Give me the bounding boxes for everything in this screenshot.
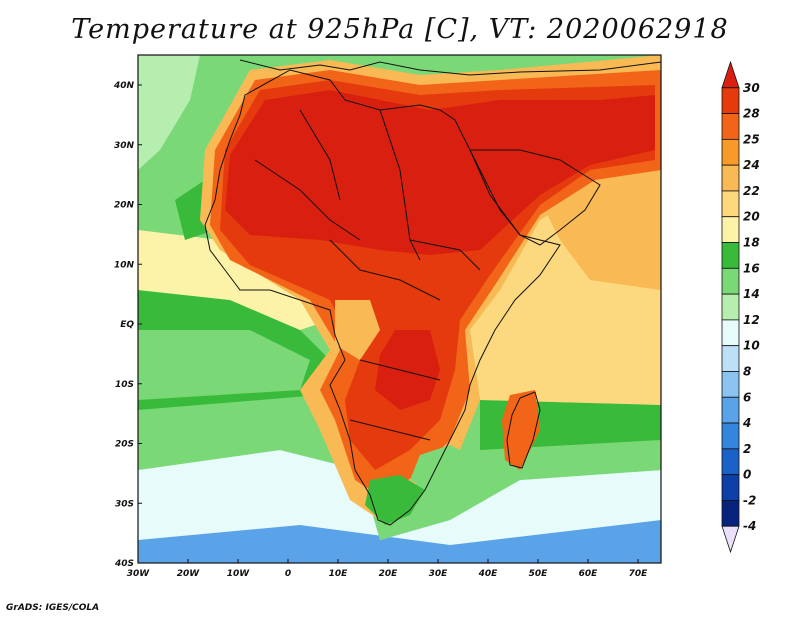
- colorbar-swatch: [721, 319, 740, 347]
- colorbar-swatch: [721, 113, 740, 140]
- africa-coastline: [204, 69, 561, 526]
- colorbar-swatch: [721, 87, 740, 114]
- lon-label: 40E: [478, 569, 499, 579]
- temperature-field: [138, 55, 661, 563]
- lat-label: 30S: [115, 499, 134, 509]
- land-cool-congo: [335, 300, 380, 360]
- colorbar-label: 2: [743, 442, 751, 456]
- colorbar-swatch: [721, 164, 740, 192]
- border-4: [409, 239, 481, 271]
- latitude-axis: 40N 30N 20N 10N EQ 10S 20S 30S 40S: [113, 81, 142, 569]
- lat-label: 10N: [114, 260, 135, 270]
- colorbar-label: 30: [743, 81, 760, 95]
- land-south-africa-green: [410, 445, 470, 490]
- madagascar-coastline: [506, 391, 541, 469]
- lon-label: 20W: [177, 569, 201, 579]
- lat-label: 40S: [114, 559, 134, 569]
- sea-band-south-blue: [138, 520, 661, 563]
- colorbar-label: 0: [743, 468, 751, 482]
- border-2: [299, 109, 341, 201]
- coastlines: [204, 59, 661, 526]
- colorbar-bottom-triangle: [721, 525, 740, 554]
- lon-label: 30E: [429, 569, 449, 579]
- colorbar-swatch: [721, 345, 740, 372]
- colorbar-swatch: [721, 422, 740, 450]
- colorbar-swatch: [721, 190, 740, 218]
- madagascar-field: [502, 390, 540, 470]
- colorbar-label: 18: [743, 236, 760, 250]
- sea-atlantic-light: [138, 330, 310, 400]
- colorbar-swatch: [721, 371, 740, 398]
- border-7: [349, 419, 431, 441]
- border-6: [359, 359, 441, 381]
- colorbar-label: -2: [743, 493, 756, 507]
- colorbar-label: 4: [742, 416, 751, 430]
- colorbar-label: 8: [743, 364, 751, 378]
- border-1: [254, 159, 361, 241]
- border-3: [379, 109, 421, 261]
- colorbar-label: 25: [743, 132, 760, 146]
- colorbar-swatch: [721, 138, 740, 166]
- lat-label: 40N: [113, 81, 135, 91]
- colorbar-label: -4: [743, 519, 756, 533]
- border-5: [329, 239, 441, 301]
- lon-label: 10W: [227, 569, 251, 579]
- lat-label: EQ: [120, 320, 134, 330]
- lon-label: 60E: [579, 569, 599, 579]
- colorbar-label: 28: [743, 107, 760, 121]
- grads-credit: GrADS: IGES/COLA: [6, 603, 100, 613]
- lon-label: 30W: [127, 569, 151, 579]
- lat-label: 20N: [114, 201, 135, 211]
- sea-indian-orange: [540, 175, 661, 290]
- map-frame: [137, 54, 662, 564]
- colorbar-label: 6: [743, 390, 751, 404]
- lat-label: 30N: [114, 141, 135, 151]
- arabia-coastline: [469, 149, 601, 246]
- lon-label: 50E: [529, 569, 549, 579]
- colorbar-swatch: [721, 396, 740, 424]
- colorbar-swatch: [721, 500, 740, 527]
- lat-label: 10S: [115, 380, 134, 390]
- lon-label: 20E: [379, 569, 399, 579]
- colorbar-label: 24: [743, 158, 760, 172]
- colorbar-label: 22: [743, 184, 760, 198]
- lon-label: 70E: [629, 569, 649, 579]
- colorbar-swatch: [721, 216, 740, 243]
- colorbar-swatch: [721, 293, 740, 321]
- colorbar-label: 20: [743, 210, 760, 224]
- land-south-tip: [365, 475, 425, 525]
- sea-south-pale: [138, 450, 661, 545]
- sea-gulf-guinea-yellow: [138, 230, 330, 330]
- lat-label: 20S: [115, 440, 134, 450]
- lon-label: 0: [285, 569, 291, 579]
- colorbar-label: 12: [743, 313, 760, 327]
- europe-coastline: [239, 59, 661, 76]
- colorbar-top-triangle: [721, 60, 740, 89]
- longitude-axis: 30W 20W 10W 0 10E 20E 30E 40E 50E 60E 70E: [127, 559, 648, 579]
- colorbar-swatch: [721, 474, 740, 501]
- colorbar-swatch: [721, 242, 740, 269]
- lon-label: 10E: [329, 569, 349, 579]
- land-hottest-sahara: [225, 90, 655, 255]
- colorbar-swatch: [721, 448, 740, 476]
- colorbar-label: 10: [743, 339, 760, 353]
- land-hottest-south: [375, 330, 440, 410]
- sea-south-green: [138, 390, 661, 540]
- colorbar-label: 16: [743, 261, 760, 275]
- colorbar-swatch: [721, 267, 740, 295]
- map-title: Temperature at 925hPa [C], VT: 202006291…: [71, 14, 729, 45]
- sea-north-atlantic-pale: [138, 55, 200, 170]
- colorbar-label: 14: [743, 287, 760, 301]
